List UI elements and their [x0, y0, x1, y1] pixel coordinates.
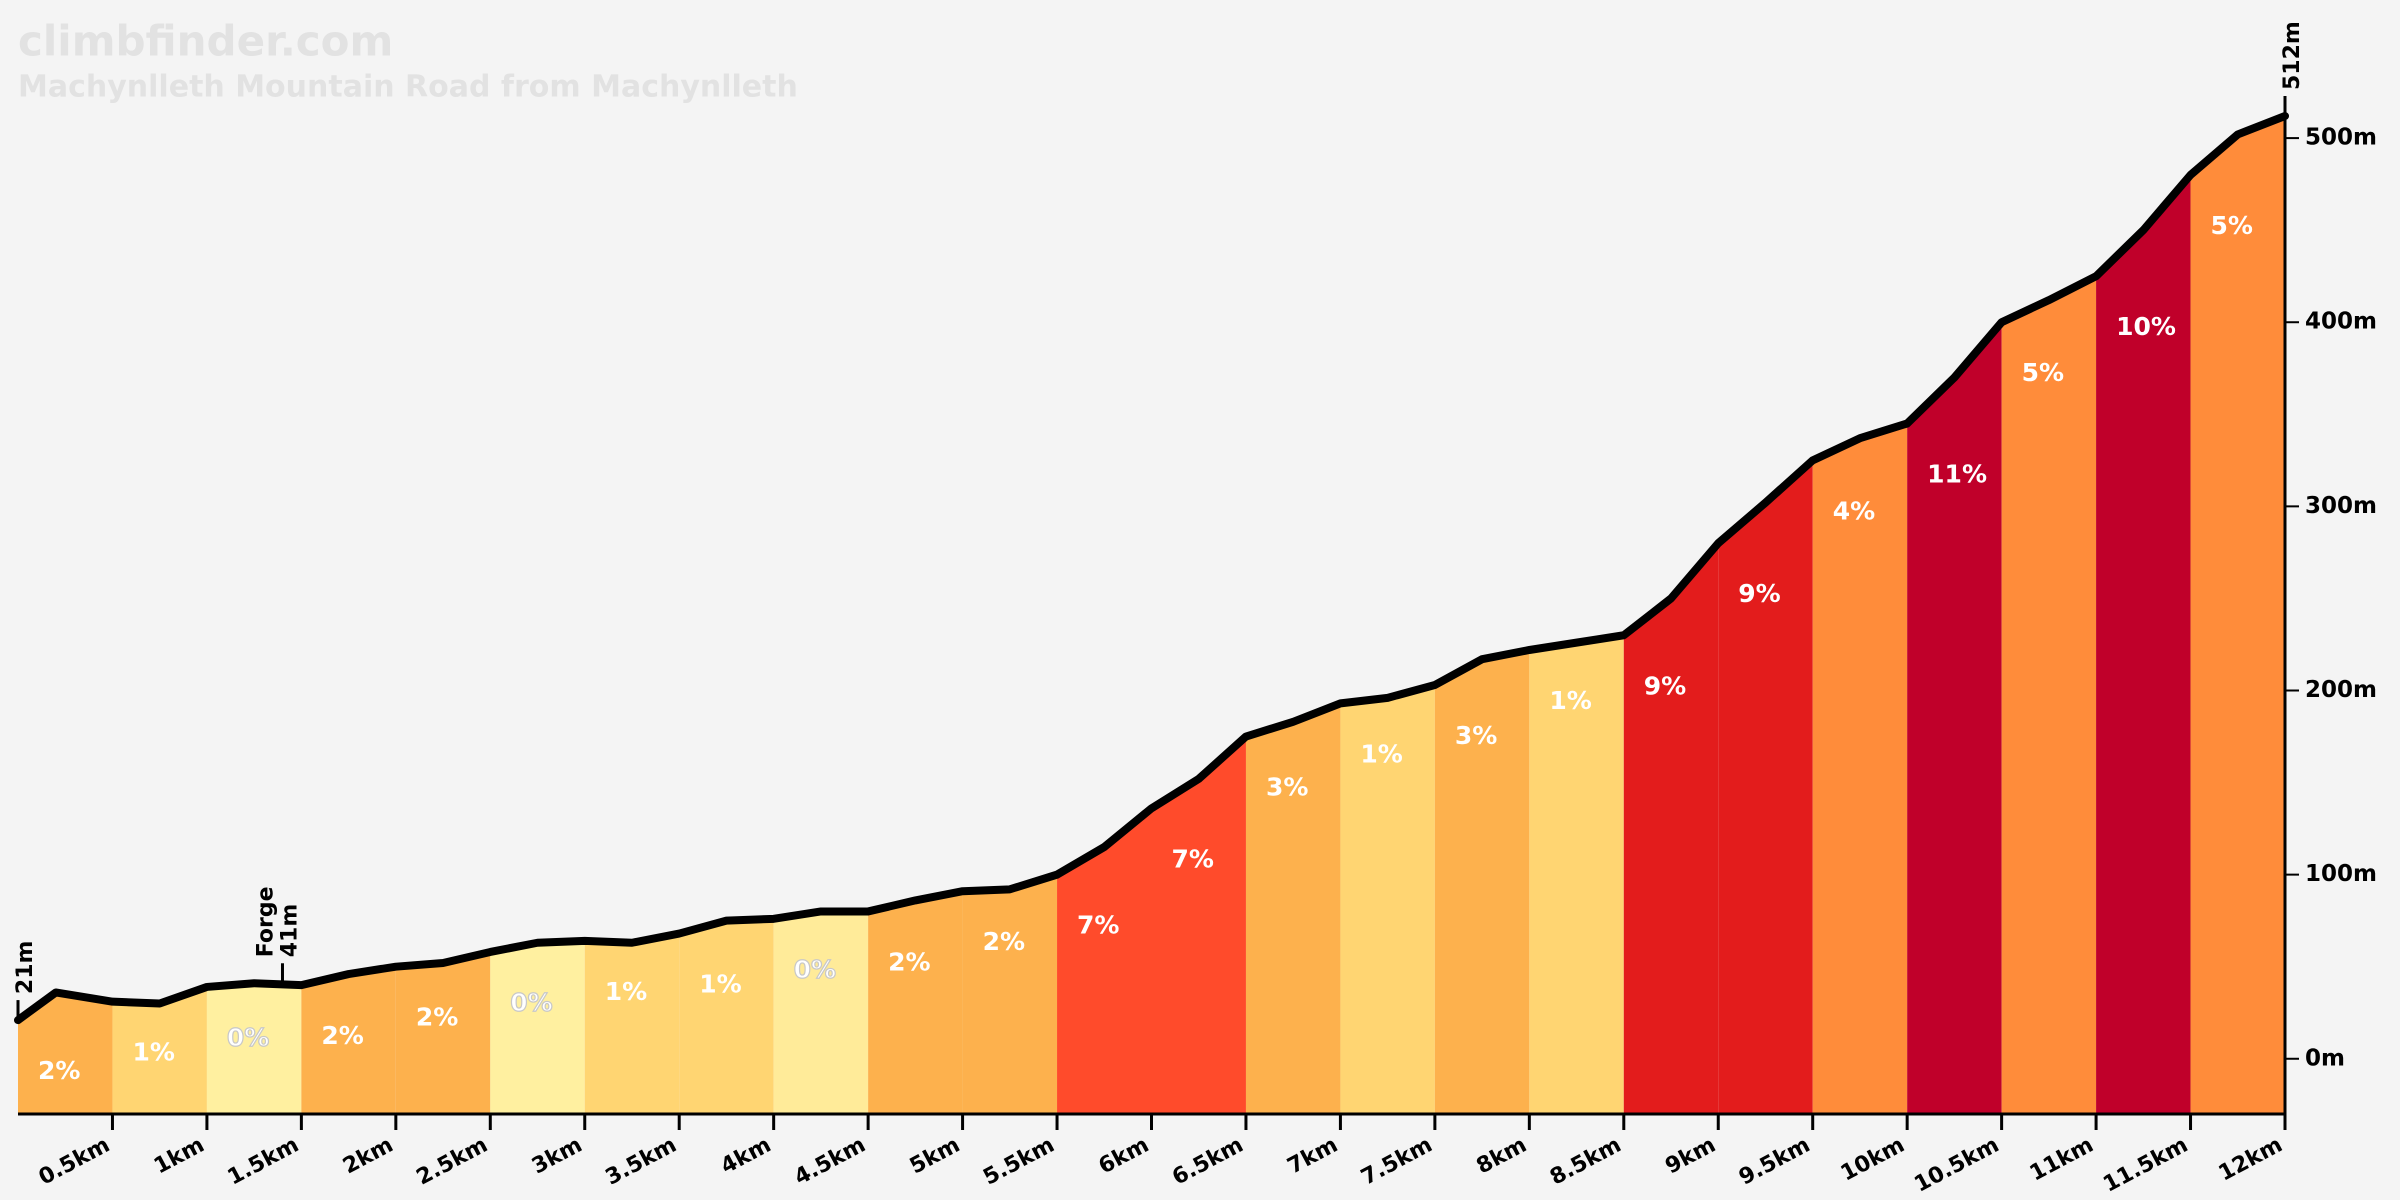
grade-label: 11% — [1927, 460, 1987, 489]
grade-label: 2% — [321, 1021, 363, 1050]
grade-label: 4% — [1833, 496, 1875, 525]
y-tick-label: 500m — [2305, 125, 2377, 151]
grade-label: 0% — [227, 1023, 269, 1052]
annotation-name: Forge — [253, 886, 278, 957]
annotation-label: 41m — [277, 904, 302, 958]
grade-segment — [679, 918, 774, 1114]
grade-label: 10% — [2116, 312, 2176, 341]
profile-line — [14, 112, 2289, 1025]
grade-segment — [1434, 649, 1530, 1114]
grade-label: 1% — [1360, 739, 1402, 768]
grade-segment — [1057, 808, 1152, 1114]
grade-segment — [1623, 543, 1719, 1114]
grade-segment — [1340, 684, 1435, 1114]
grade-segment — [584, 933, 680, 1114]
y-tick-label: 200m — [2305, 677, 2377, 703]
grade-label: 2% — [416, 1003, 458, 1032]
grade-segment — [2001, 276, 2097, 1114]
grade-label: 3% — [1266, 773, 1308, 802]
grade-label: 7% — [1077, 911, 1119, 940]
grade-label: 1% — [699, 970, 741, 999]
grade-label: 5% — [2022, 358, 2064, 387]
annotation-label: 21m — [13, 941, 38, 995]
grade-label: 0% — [794, 955, 836, 984]
grade-label: 1% — [132, 1038, 174, 1067]
chart-title: climbfinder.com — [18, 17, 393, 66]
grade-segment — [112, 986, 207, 1114]
grade-segment — [18, 992, 113, 1114]
grade-segment — [1151, 736, 1246, 1114]
grade-segment — [1529, 635, 1624, 1114]
grade-label: 1% — [605, 977, 647, 1006]
grade-segment — [1812, 423, 1908, 1114]
grade-label: 3% — [1455, 721, 1497, 750]
grade-segment — [1718, 460, 1813, 1114]
grade-segment — [2096, 174, 2191, 1115]
grade-segment — [773, 911, 869, 1114]
y-tick-label: 300m — [2305, 493, 2377, 519]
grade-label: 2% — [983, 927, 1025, 956]
grade-label: 9% — [1644, 671, 1686, 700]
grade-segment — [490, 940, 585, 1114]
grade-segment — [301, 966, 396, 1114]
grade-segment — [962, 874, 1058, 1114]
grade-label: 2% — [38, 1056, 80, 1085]
grade-segment — [2190, 116, 2285, 1115]
grade-label: 1% — [1549, 686, 1591, 715]
grade-segment — [1245, 703, 1341, 1114]
y-tick-label: 100m — [2305, 861, 2377, 887]
grade-label: 9% — [1738, 579, 1780, 608]
y-tick-label: 400m — [2305, 309, 2377, 335]
grade-segment — [395, 951, 491, 1114]
grade-label: 0% — [510, 988, 552, 1017]
grade-segment — [206, 983, 302, 1114]
grade-segment — [868, 891, 963, 1114]
y-tick-label: 0m — [2305, 1045, 2345, 1071]
grade-label: 2% — [888, 947, 930, 976]
grade-label: 7% — [1172, 844, 1214, 873]
annotation-label: 512m — [2280, 21, 2305, 90]
chart-subtitle: Machynlleth Mountain Road from Machynlle… — [18, 70, 798, 105]
grade-label: 5% — [2211, 211, 2253, 240]
grade-segment — [1907, 322, 2002, 1114]
